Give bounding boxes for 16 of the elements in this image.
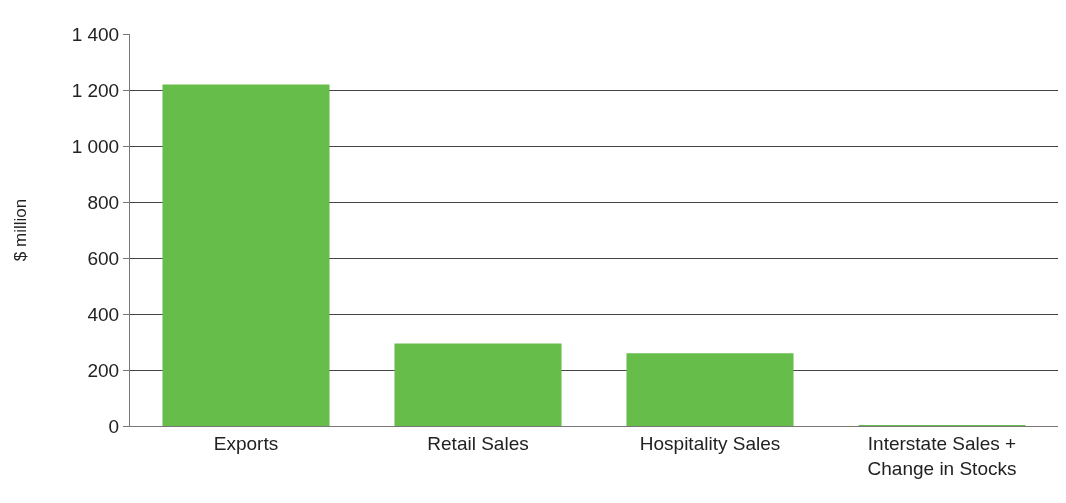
- y-tick-label: 1 200: [71, 79, 120, 101]
- y-tick-label: 1 000: [71, 135, 120, 157]
- bar: [162, 84, 330, 426]
- x-tick-label: Interstate Sales + Change in Stocks: [867, 432, 1017, 479]
- bar: [626, 353, 794, 426]
- x-tick-label: Retail Sales: [427, 432, 529, 454]
- x-tick-label: Exports: [213, 432, 279, 454]
- y-tick-label: 200: [87, 359, 120, 381]
- x-tick-label: Hospitality Sales: [639, 432, 781, 454]
- bar: [394, 343, 562, 426]
- y-tick-label: 600: [87, 247, 120, 269]
- y-tick-label: 800: [87, 191, 120, 213]
- y-tick-label: 0: [108, 415, 120, 437]
- y-tick-label: 400: [87, 303, 120, 325]
- y-axis-title: $ million: [11, 198, 31, 262]
- y-tick-label: 1 400: [71, 23, 120, 45]
